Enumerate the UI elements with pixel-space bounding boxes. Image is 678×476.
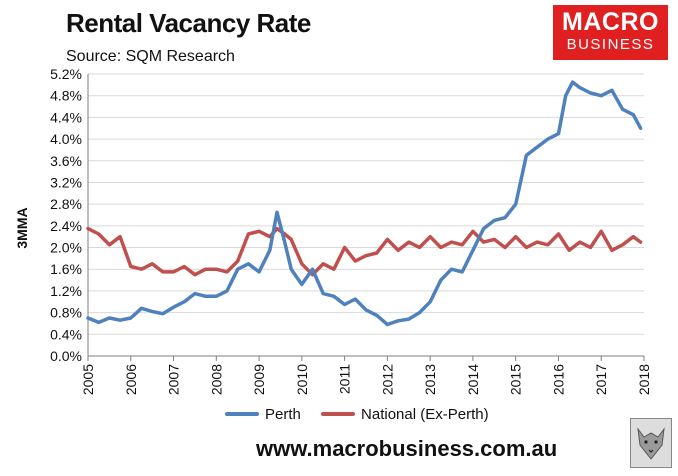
x-tick-label: 2006 [123,364,139,395]
x-tick-label: 2018 [636,364,652,395]
x-tick-label: 2012 [379,364,395,395]
footer-url[interactable]: www.macrobusiness.com.au [256,436,558,461]
y-tick-label: 1.6% [50,261,82,277]
legend-item-perth: Perth [225,406,301,423]
y-tick-label: 1.2% [50,283,82,299]
x-tick-label: 2008 [208,364,224,395]
legend-label-national: National (Ex-Perth) [361,405,489,423]
national-series-line [86,226,643,277]
x-tick-label: 2015 [508,364,524,395]
macrobusiness-logo[interactable]: MACRO BUSINESS [553,5,668,60]
x-tick-label: 2013 [422,364,438,395]
y-tick-label: 4.0% [50,131,82,147]
y-tick-label: 3.6% [50,153,82,169]
chart-title: Rental Vacancy Rate [66,8,311,38]
logo-line2: BUSINESS [566,36,655,53]
x-axis-ticks: 2005 2006 2007 2008 2009 2010 2011 2012 2013 2014… [80,356,652,395]
wolf-icon [630,418,672,468]
x-tick-label: 2016 [550,364,566,395]
x-tick-label: 2014 [465,364,481,395]
y-tick-label: 2.4% [50,218,82,234]
y-tick-label: 3.2% [50,174,82,190]
legend: Perth National (Ex-Perth) [225,403,505,423]
x-tick-label: 2009 [251,364,267,395]
y-tick-label: 0.8% [50,305,82,321]
y-axis-ticks: 0.0% 0.4% 0.8% 1.2% 1.6% 2.0% 2.4% 2.8% 3.2% 3.6%… [50,66,82,364]
x-tick-label: 2007 [166,364,182,395]
legend-label-perth: Perth [265,405,301,423]
x-tick-label: 2010 [294,364,310,395]
series-lines [86,80,643,327]
gridlines [87,73,644,357]
chart-source: Source: SQM Research [66,48,235,65]
perth-series-line [86,80,643,327]
y-tick-label: 2.0% [50,240,82,256]
y-tick-label: 5.2% [50,66,82,82]
y-tick-label: 0.4% [50,326,82,342]
x-tick-label: 2005 [80,364,96,395]
legend-swatch-national [321,412,356,416]
y-tick-label: 0.0% [50,348,82,364]
legend-item-national: National (Ex-Perth) [321,406,489,423]
logo-line1: MACRO [562,8,659,36]
y-tick-label: 4.4% [50,109,82,125]
y-tick-label: 2.8% [50,196,82,212]
x-tick-label: 2017 [593,364,609,395]
legend-swatch-perth [225,412,259,416]
x-tick-label: 2011 [337,364,353,394]
y-tick-label: 4.8% [50,88,82,104]
